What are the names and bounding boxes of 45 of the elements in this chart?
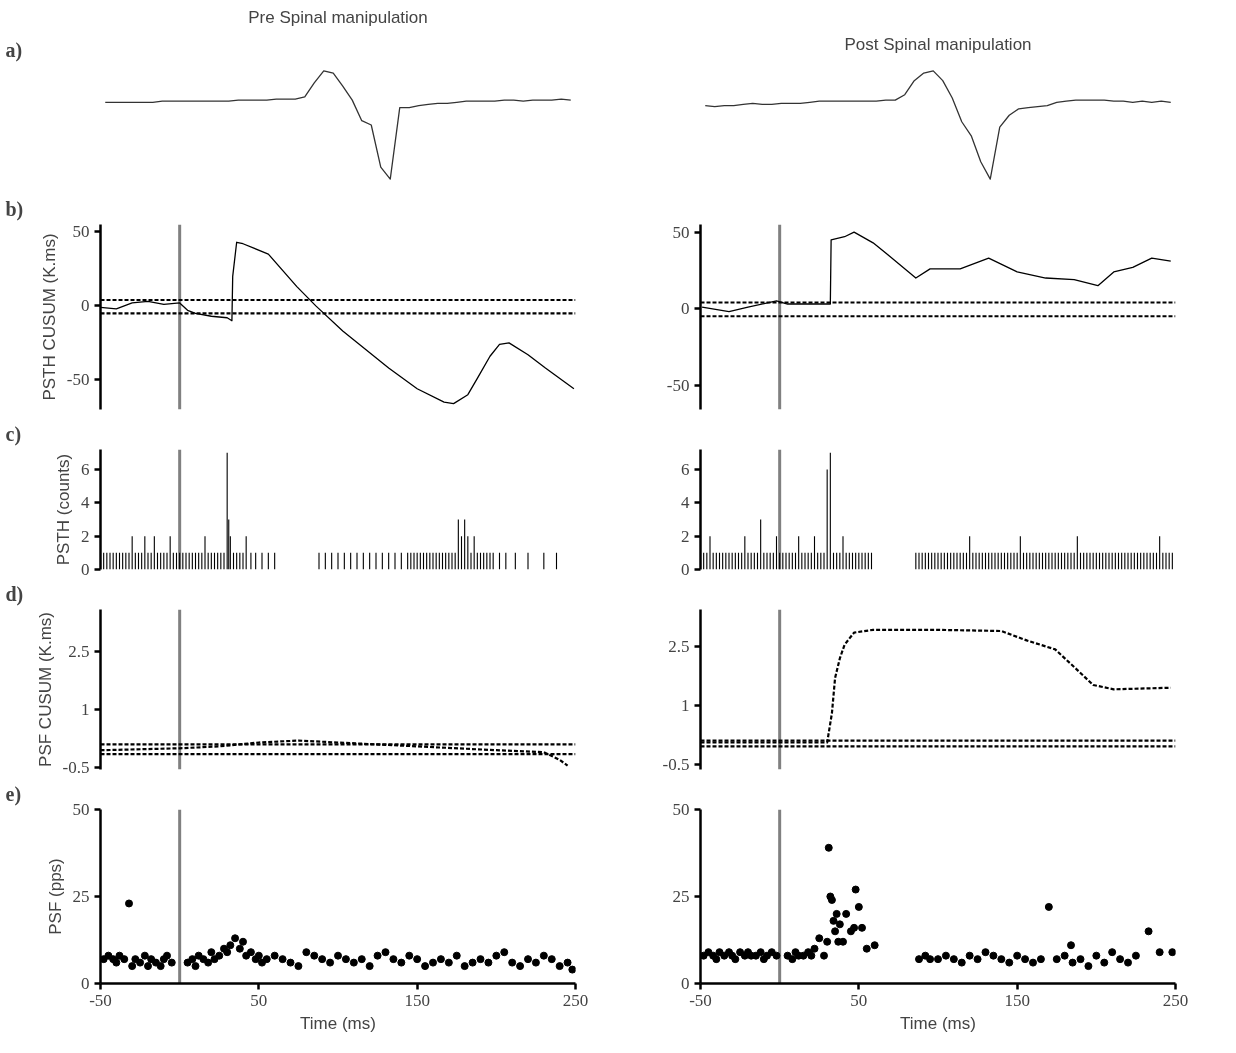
text: b) bbox=[5, 197, 24, 221]
x-tick-label: 250 bbox=[1162, 990, 1189, 1010]
y-axis-title: PSTH CUSUM (K.ms) bbox=[39, 233, 59, 401]
y-tick-label: 0 bbox=[81, 974, 90, 993]
x-tick-label: 150 bbox=[1004, 990, 1030, 1010]
y-tick-label: 6 bbox=[681, 460, 690, 479]
y-tick-label: -50 bbox=[66, 370, 90, 390]
text: a) bbox=[5, 38, 23, 62]
y-tick-label: 50 bbox=[72, 222, 90, 242]
x-tick-label: 50 bbox=[250, 990, 268, 1010]
y-tick-label: -50 bbox=[666, 375, 690, 395]
y-tick-label: 25 bbox=[672, 887, 690, 906]
chart-title: Post Spinal manipulation bbox=[844, 34, 1032, 54]
text: e) bbox=[5, 782, 22, 806]
y-tick-label: 2 bbox=[681, 526, 690, 546]
y-axis-title: PSF (pps) bbox=[45, 858, 65, 935]
y-tick-label: 1 bbox=[681, 695, 690, 715]
y-tick-label: 0 bbox=[681, 299, 690, 319]
chart-title: Pre Spinal manipulation bbox=[248, 7, 428, 27]
x-axis-title: Time (ms) bbox=[900, 1013, 976, 1033]
y-tick-label: 4 bbox=[81, 493, 90, 513]
y-tick-label: 0 bbox=[81, 560, 90, 579]
y-axis-title: PSF CUSUM (K.ms) bbox=[35, 612, 55, 767]
y-axis-title: PSTH (counts) bbox=[54, 453, 73, 566]
text: c) bbox=[5, 422, 22, 446]
text: d) bbox=[5, 582, 24, 606]
y-tick-label: 2.5 bbox=[68, 642, 90, 662]
x-tick-label: 250 bbox=[562, 990, 589, 1010]
y-tick-label: 0 bbox=[681, 560, 690, 579]
y-tick-label: -0.5 bbox=[662, 754, 690, 774]
x-tick-label: 50 bbox=[850, 990, 868, 1010]
y-tick-label: 50 bbox=[672, 800, 690, 819]
y-tick-label: -0.5 bbox=[62, 758, 90, 778]
y-tick-label: 2.5 bbox=[668, 637, 690, 657]
x-axis-title: Time (ms) bbox=[300, 1013, 376, 1033]
y-tick-label: 0 bbox=[681, 974, 690, 993]
y-tick-label: 50 bbox=[72, 800, 90, 819]
y-tick-label: 4 bbox=[681, 493, 690, 513]
y-tick-label: 1 bbox=[81, 700, 90, 720]
y-tick-label: 50 bbox=[672, 222, 690, 242]
y-tick-label: 6 bbox=[81, 460, 90, 479]
y-tick-label: 0 bbox=[81, 296, 90, 316]
y-tick-label: 25 bbox=[72, 887, 90, 906]
x-tick-label: 150 bbox=[404, 990, 430, 1010]
y-tick-label: 2 bbox=[81, 526, 90, 546]
